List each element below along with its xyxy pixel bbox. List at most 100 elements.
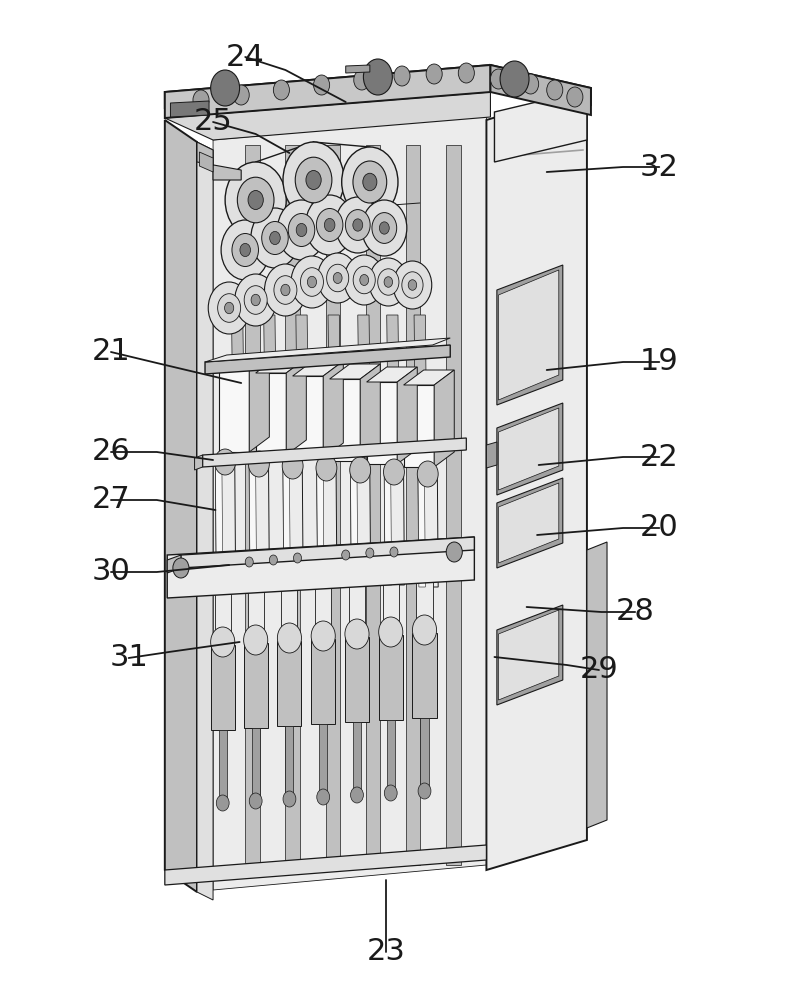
Text: 28: 28 (615, 597, 654, 626)
Polygon shape (366, 367, 417, 382)
Polygon shape (249, 467, 269, 577)
Circle shape (237, 177, 274, 223)
Polygon shape (197, 142, 213, 900)
Text: 25: 25 (194, 107, 232, 136)
Circle shape (305, 170, 320, 190)
Polygon shape (263, 315, 276, 455)
Circle shape (458, 63, 474, 83)
Circle shape (317, 253, 357, 303)
Polygon shape (249, 467, 256, 577)
Circle shape (273, 80, 289, 100)
Polygon shape (215, 465, 235, 575)
Polygon shape (247, 578, 263, 643)
Circle shape (231, 233, 259, 266)
Polygon shape (418, 477, 438, 587)
Text: 19: 19 (639, 348, 678, 376)
Polygon shape (403, 370, 454, 385)
Circle shape (283, 142, 344, 218)
Polygon shape (498, 483, 558, 563)
Polygon shape (496, 605, 562, 705)
Polygon shape (414, 315, 426, 455)
Circle shape (277, 200, 325, 260)
Polygon shape (243, 643, 267, 728)
Circle shape (363, 59, 392, 95)
Circle shape (283, 791, 296, 807)
Polygon shape (323, 361, 343, 458)
Circle shape (313, 75, 329, 95)
Polygon shape (486, 442, 496, 468)
Polygon shape (329, 379, 360, 461)
Polygon shape (215, 465, 222, 575)
Circle shape (353, 70, 369, 90)
Polygon shape (329, 364, 380, 379)
Text: 21: 21 (92, 338, 130, 366)
Polygon shape (350, 473, 370, 583)
Polygon shape (496, 265, 562, 405)
Polygon shape (165, 65, 590, 108)
Polygon shape (199, 152, 213, 172)
Polygon shape (344, 637, 369, 722)
Polygon shape (283, 469, 303, 579)
Circle shape (247, 190, 263, 210)
Polygon shape (397, 367, 417, 464)
Polygon shape (218, 355, 269, 370)
Circle shape (372, 213, 396, 243)
Polygon shape (494, 90, 586, 162)
Circle shape (305, 195, 353, 255)
Polygon shape (167, 555, 181, 573)
Polygon shape (167, 537, 474, 598)
Polygon shape (366, 382, 397, 464)
Polygon shape (486, 90, 586, 870)
Polygon shape (316, 471, 324, 581)
Polygon shape (382, 570, 398, 635)
Polygon shape (296, 315, 308, 455)
Circle shape (335, 197, 380, 253)
Circle shape (393, 261, 431, 309)
Polygon shape (202, 438, 466, 467)
Circle shape (412, 615, 436, 645)
Circle shape (221, 220, 269, 280)
Polygon shape (416, 568, 432, 633)
Circle shape (210, 70, 239, 106)
Circle shape (365, 548, 373, 558)
Circle shape (369, 258, 407, 306)
Polygon shape (214, 580, 230, 645)
Circle shape (383, 459, 404, 485)
Circle shape (249, 793, 262, 809)
Polygon shape (328, 315, 340, 455)
Polygon shape (403, 385, 434, 467)
Circle shape (224, 302, 234, 314)
Polygon shape (319, 724, 327, 794)
Polygon shape (292, 361, 343, 376)
Polygon shape (218, 370, 249, 452)
Polygon shape (360, 364, 380, 461)
Text: 30: 30 (92, 558, 130, 586)
Polygon shape (170, 101, 209, 117)
Text: 29: 29 (579, 656, 618, 684)
Circle shape (546, 80, 562, 100)
Polygon shape (165, 845, 486, 885)
Polygon shape (249, 355, 269, 452)
Polygon shape (315, 574, 331, 639)
Circle shape (566, 87, 582, 107)
Polygon shape (311, 639, 335, 724)
Text: 23: 23 (366, 938, 405, 966)
Polygon shape (231, 315, 244, 455)
Polygon shape (386, 315, 399, 455)
Text: 24: 24 (226, 42, 264, 72)
Circle shape (264, 264, 306, 316)
Circle shape (341, 147, 397, 217)
Circle shape (282, 453, 303, 479)
Circle shape (216, 795, 229, 811)
Circle shape (251, 294, 260, 306)
Polygon shape (350, 473, 357, 583)
Polygon shape (384, 475, 391, 585)
Polygon shape (165, 120, 197, 892)
Polygon shape (386, 720, 394, 790)
Circle shape (499, 61, 528, 97)
Polygon shape (205, 345, 450, 374)
Circle shape (344, 255, 384, 305)
Circle shape (345, 210, 369, 240)
Polygon shape (255, 373, 286, 455)
Circle shape (361, 200, 406, 256)
